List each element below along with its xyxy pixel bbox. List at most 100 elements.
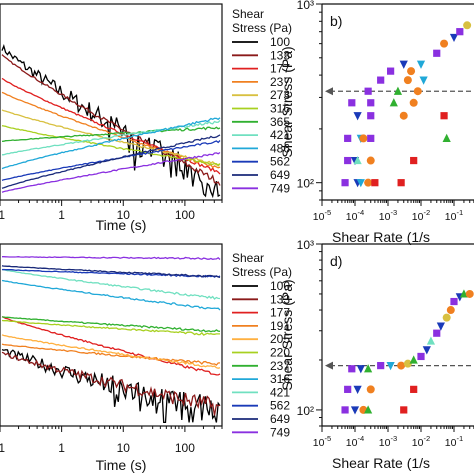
series-line-749 <box>1 151 221 193</box>
flow-curve-panel-b: 10-5 10-4 10-3 10-2 10-1 Shear Rate (1/s 10² 10… <box>279 0 474 245</box>
x-tick-label: 10-2 <box>412 208 430 223</box>
x-axis-label: Shear Rate (1/s <box>332 229 430 245</box>
data-point <box>426 336 436 345</box>
legend-label-237: 237 <box>270 359 290 373</box>
x-axis-label: Time (s) <box>96 217 147 233</box>
y-tick-label: 10² <box>297 404 314 418</box>
data-point <box>446 306 455 315</box>
series-line-177 <box>1 316 221 376</box>
data-point <box>364 405 373 414</box>
y-tick-label: 10³ <box>297 0 314 12</box>
plot-frame <box>0 3 223 201</box>
data-point <box>442 133 451 142</box>
data-point <box>463 21 472 30</box>
x-tick-label: 1 <box>58 441 65 455</box>
data-point <box>419 76 428 85</box>
legend-label-749: 749 <box>270 181 290 195</box>
data-point <box>465 289 474 298</box>
data-point <box>377 76 385 84</box>
yield-arrowhead <box>325 87 333 96</box>
data-point <box>353 112 362 121</box>
data-point <box>344 134 352 142</box>
data-point <box>353 385 362 394</box>
legend-label-649: 649 <box>270 412 290 426</box>
series-line-133 <box>1 351 221 416</box>
data-point <box>417 352 425 361</box>
data-point <box>356 179 365 188</box>
y-axis-label: Shear Stress (Pa) <box>279 279 295 390</box>
data-point <box>436 322 445 331</box>
legend-title: Stress (Pa) <box>232 21 292 35</box>
series-line-237 <box>1 91 221 169</box>
flow-curve-panel-d: 10-5 10-4 10-3 10-2 10-1 Shear Rate (1/s 10² 10… <box>279 238 474 471</box>
data-point <box>400 406 408 414</box>
data-point <box>449 33 459 43</box>
legend-label-100: 100 <box>270 35 290 49</box>
legend-label-649: 649 <box>270 168 290 182</box>
legend-label-486: 486 <box>270 141 290 155</box>
x-tick-label: 10-2 <box>412 434 430 449</box>
data-point <box>377 361 385 370</box>
data-point <box>397 361 406 370</box>
y-tick-label: 10³ <box>297 238 314 252</box>
data-point <box>416 60 426 69</box>
data-point <box>367 134 375 142</box>
x-tick-label: 10 <box>117 208 131 222</box>
data-point <box>413 87 422 96</box>
y-axis-label: Shear Stress (Pa) <box>279 46 295 157</box>
x-tick-label: 10-1 <box>445 434 463 449</box>
series-line-649 <box>1 134 221 189</box>
legend-label-562: 562 <box>270 399 290 413</box>
series-line-421 <box>1 120 221 156</box>
data-point <box>348 99 356 107</box>
legend-label-365: 365 <box>270 115 290 129</box>
series-line-100 <box>1 43 221 199</box>
x-tick-label: 1 <box>58 208 65 222</box>
plot-frame <box>0 243 223 427</box>
legend-label-421: 421 <box>270 385 290 399</box>
legend-label-421: 421 <box>270 128 290 142</box>
data-point <box>341 179 349 187</box>
series-line-273 <box>1 109 221 166</box>
legend-label-562: 562 <box>270 155 290 169</box>
series-line-562 <box>1 268 221 278</box>
x-tick-label: 10-5 <box>313 434 331 449</box>
legend-title: Shear <box>232 251 264 265</box>
data-point <box>359 134 368 143</box>
data-point <box>356 365 365 374</box>
data-point <box>367 99 375 107</box>
data-point <box>403 76 412 85</box>
data-point <box>440 112 448 120</box>
series-line-649 <box>1 265 221 279</box>
data-point <box>459 289 469 298</box>
x-tick-label: 10-3 <box>379 208 397 223</box>
series-line-133 <box>1 54 221 186</box>
data-point <box>409 355 418 364</box>
data-point <box>409 98 418 107</box>
data-point <box>387 67 395 75</box>
x-tick-label: 10-4 <box>346 434 364 449</box>
data-point <box>386 361 395 371</box>
series-line-486 <box>1 117 221 170</box>
yield-arrowhead <box>325 361 333 370</box>
data-point <box>344 385 352 393</box>
data-point <box>344 156 352 165</box>
legend-title: Shear <box>232 7 264 21</box>
data-point <box>364 87 372 95</box>
data-point <box>393 86 403 95</box>
data-point <box>353 155 362 165</box>
data-point <box>450 297 458 306</box>
data-point <box>440 39 449 48</box>
x-tick-label: 10-4 <box>346 208 364 223</box>
x-tick-label: .1 <box>0 441 5 455</box>
legend-label-191: 191 <box>270 319 290 333</box>
x-axis-label: Shear Rate (1/s <box>332 455 430 471</box>
data-point <box>371 179 379 187</box>
x-tick-label: 10-1 <box>445 208 463 223</box>
data-point <box>399 111 408 120</box>
series-line-365 <box>1 126 221 143</box>
data-point <box>389 98 398 107</box>
data-point <box>399 60 408 69</box>
